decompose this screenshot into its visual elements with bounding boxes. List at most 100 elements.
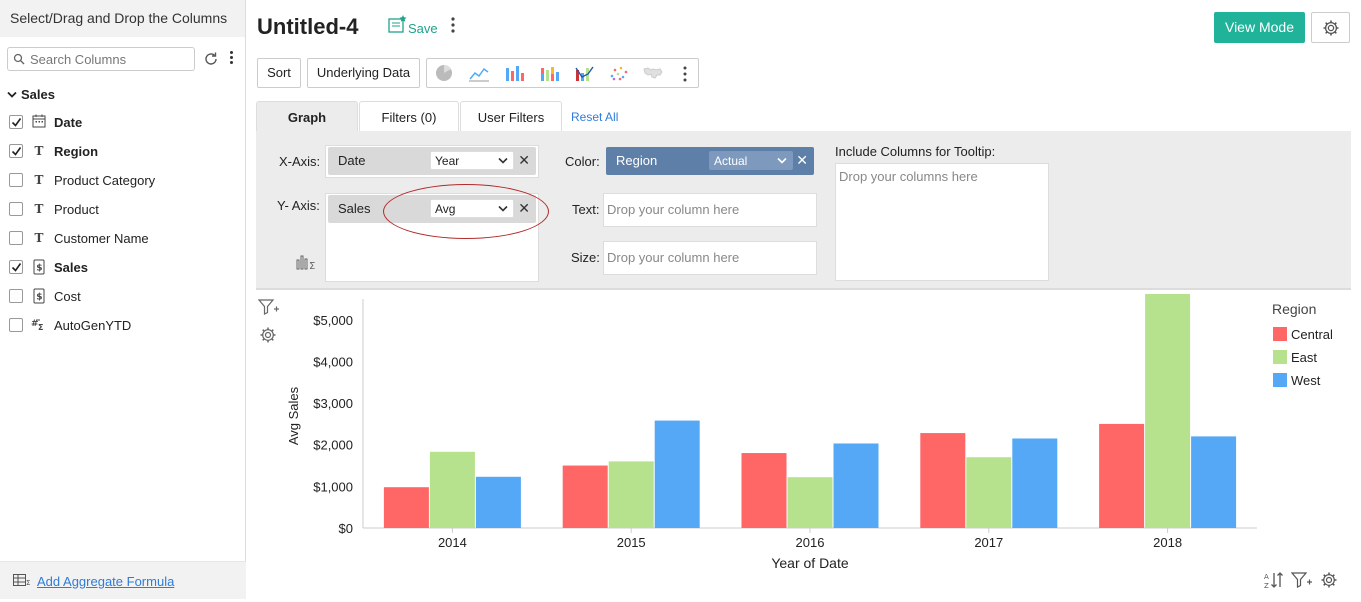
tab-filters[interactable]: Filters (0) <box>359 101 459 132</box>
bar-chart: $0 $1,000 $2,000 $3,000 $4,000 $5,000 2014 2015… <box>286 294 1333 571</box>
view-mode-button[interactable]: View Mode <box>1214 12 1305 43</box>
bar-central <box>562 465 608 528</box>
tooltip-dropzone[interactable]: Drop your columns here <box>835 163 1049 281</box>
bar-west <box>654 420 700 528</box>
y-tick-label: $2,000 <box>313 438 353 453</box>
color-column-name: Region <box>616 153 658 168</box>
x-axis-pill[interactable]: Date Year ✕ <box>328 147 536 175</box>
refresh-icon[interactable] <box>203 51 219 67</box>
size-placeholder: Drop your column here <box>607 250 740 265</box>
chart-type-selector <box>426 58 699 88</box>
bar-chart-icon[interactable] <box>503 64 525 82</box>
bar-east <box>608 461 654 528</box>
search-columns-box[interactable] <box>7 47 195 71</box>
y-axis-title: Avg Sales <box>286 386 301 445</box>
column-label: Date <box>54 115 83 130</box>
column-checkbox[interactable] <box>9 231 23 245</box>
sidebar-more-icon[interactable] <box>228 50 234 68</box>
column-sidebar: Select/Drag and Drop the Columns Sales Σ… <box>0 0 246 599</box>
column-label: Product Category <box>54 173 156 188</box>
column-checkbox[interactable] <box>9 289 23 303</box>
scatter-chart-icon[interactable] <box>608 64 630 82</box>
bar-central <box>920 433 966 528</box>
currency-icon: $ <box>31 288 47 304</box>
chart-type-more-icon[interactable] <box>683 66 687 82</box>
sales-group-header[interactable]: Sales <box>7 87 55 102</box>
column-label: Region <box>54 144 99 159</box>
sort-order-icon[interactable]: AZ <box>1264 571 1284 589</box>
column-checkbox[interactable] <box>9 115 23 129</box>
combo-chart-icon[interactable] <box>573 64 595 82</box>
chevron-down-icon <box>498 157 508 164</box>
map-chart-icon[interactable] <box>642 64 664 82</box>
sort-button[interactable]: Sort <box>257 58 301 88</box>
chevron-down-icon <box>7 87 21 102</box>
add-aggregate-formula-link[interactable]: Add Aggregate Formula <box>37 574 175 589</box>
checkmark-icon <box>11 147 22 156</box>
size-label: Size: <box>571 250 600 265</box>
bar-west <box>475 476 521 528</box>
x-agg-select[interactable]: Year <box>430 151 514 170</box>
svg-text:Σ: Σ <box>309 261 315 270</box>
chart-settings-icon[interactable] <box>259 326 277 344</box>
x-tick-label: 2018 <box>1153 535 1182 550</box>
column-label: AutoGenYTD <box>54 318 132 333</box>
x-tick-label: 2016 <box>796 535 825 550</box>
stacked-bar-icon[interactable] <box>538 64 560 82</box>
bar-central <box>383 487 429 528</box>
svg-text:Σ: Σ <box>38 323 43 331</box>
tab-user-filters[interactable]: User Filters <box>460 101 562 132</box>
remove-x-icon[interactable]: ✕ <box>518 152 530 168</box>
reset-all-link[interactable]: Reset All <box>571 110 619 124</box>
svg-text:Z: Z <box>1264 582 1269 589</box>
more-options-icon[interactable] <box>450 16 456 34</box>
pie-chart-icon[interactable] <box>433 64 455 82</box>
bar-central <box>741 453 787 528</box>
chart-area: $0 $1,000 $2,000 $3,000 $4,000 $5,000 2014 2015… <box>256 294 1351 599</box>
save-label: Save <box>408 21 438 36</box>
add-measure-icon[interactable]: Σ <box>296 254 318 270</box>
line-chart-icon[interactable] <box>468 64 490 82</box>
currency-icon: $ <box>31 259 47 275</box>
bar-east <box>966 457 1012 528</box>
color-pill[interactable]: Region Actual ✕ <box>606 147 814 175</box>
x-column-name: Date <box>338 153 366 168</box>
search-columns-input[interactable] <box>30 50 190 68</box>
filter-add-icon[interactable] <box>258 298 280 316</box>
text-type-icon: T <box>34 231 44 245</box>
x-agg-value: Year <box>435 154 460 168</box>
chevron-down-icon <box>777 157 787 164</box>
gear-icon[interactable] <box>1320 571 1338 589</box>
legend-label: East <box>1291 350 1317 365</box>
text-type-icon: T <box>34 144 44 158</box>
column-checkbox[interactable] <box>9 260 23 274</box>
settings-button[interactable] <box>1311 12 1350 43</box>
text-dropzone[interactable]: Drop your column here <box>603 193 817 227</box>
aggregate-formula-icon: Σ <box>13 574 30 586</box>
column-checkbox[interactable] <box>9 318 23 332</box>
column-label: Cost <box>54 289 81 304</box>
sidebar-header: Select/Drag and Drop the Columns <box>0 0 245 37</box>
column-checkbox[interactable] <box>9 173 23 187</box>
column-checkbox[interactable] <box>9 202 23 216</box>
bar-west <box>1191 436 1237 528</box>
y-tick-label: $0 <box>339 521 353 536</box>
text-type-icon: T <box>34 202 44 216</box>
filter-add-icon[interactable] <box>1291 571 1313 589</box>
column-checkbox[interactable] <box>9 144 23 158</box>
y-tick-label: $4,000 <box>313 354 353 369</box>
tooltip-label: Include Columns for Tooltip: <box>835 144 996 159</box>
sidebar-footer: Σ Add Aggregate Formula <box>0 561 246 599</box>
column-label: Sales <box>54 260 88 275</box>
y-tick-label: $3,000 <box>313 396 353 411</box>
report-title[interactable]: Untitled-4 <box>257 14 359 39</box>
svg-text:#: # <box>31 319 39 329</box>
bar-west <box>1012 438 1058 528</box>
text-type-icon: T <box>34 173 44 187</box>
size-dropzone[interactable]: Drop your column here <box>603 241 817 275</box>
color-agg-select[interactable]: Actual <box>709 151 793 170</box>
bar-east <box>1145 294 1191 528</box>
underlying-data-button[interactable]: Underlying Data <box>307 58 420 88</box>
tab-graph[interactable]: Graph <box>256 101 358 132</box>
remove-color-icon[interactable]: ✕ <box>796 152 808 168</box>
